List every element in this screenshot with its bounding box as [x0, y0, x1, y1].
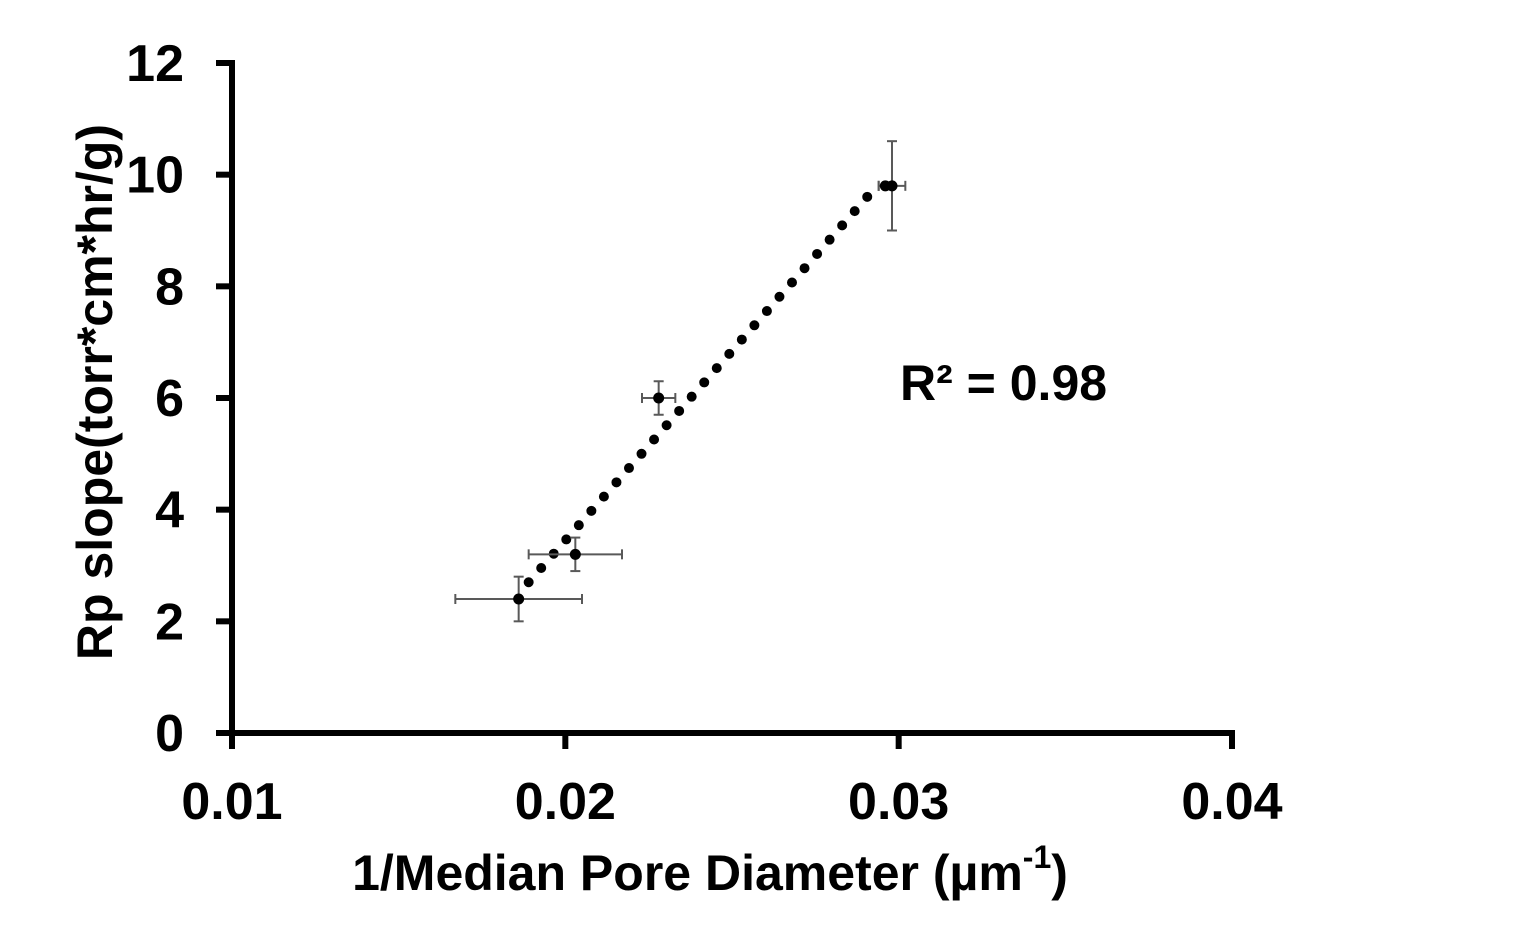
trendline — [523, 186, 877, 588]
x-tick-label: 0.01 — [181, 773, 282, 831]
x-tick-label: 0.04 — [1181, 773, 1282, 831]
data-points — [513, 180, 898, 605]
y-axis-ticks: 0 2 4 6 8 10 12 — [126, 35, 232, 763]
y-tick-label: 8 — [155, 258, 184, 316]
y-tick-label: 10 — [126, 147, 184, 205]
x-axis-title-suffix: ) — [1051, 845, 1068, 901]
y-tick-label: 6 — [155, 370, 184, 428]
data-point — [653, 392, 665, 404]
x-axis-title: 1/Median Pore Diameter (µm-1) — [352, 839, 1068, 901]
y-axis-title: Rp slope(torr*cm*hr/g) — [67, 124, 123, 660]
y-tick-label: 2 — [155, 593, 184, 651]
data-point — [513, 593, 525, 605]
y-tick-label: 12 — [126, 35, 184, 93]
y-tick-label: 0 — [155, 705, 184, 763]
x-axis-ticks: 0.01 0.02 0.03 0.04 — [181, 733, 1283, 831]
data-point — [569, 548, 581, 560]
trendline-path — [523, 186, 877, 588]
x-axis-title-main: 1/Median Pore Diameter (µm — [352, 845, 1023, 901]
x-tick-label: 0.03 — [848, 773, 949, 831]
y-tick-label: 4 — [155, 482, 184, 540]
x-tick-label: 0.02 — [515, 773, 616, 831]
error-bars — [454, 140, 907, 623]
data-point — [886, 180, 898, 192]
x-axis-title-superscript: -1 — [1023, 839, 1051, 875]
r-squared-annotation: R² = 0.98 — [900, 355, 1107, 411]
